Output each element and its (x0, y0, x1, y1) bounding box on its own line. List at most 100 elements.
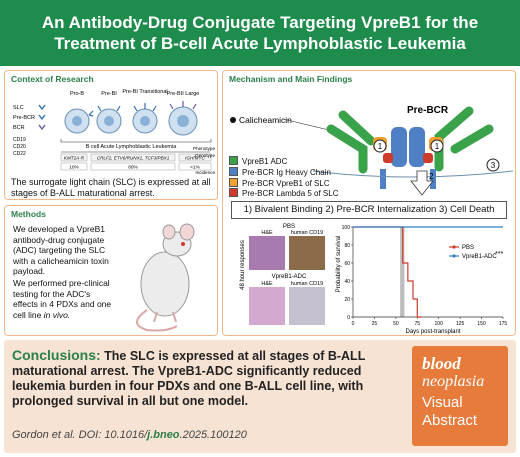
bcell-stages-diagram: Pro-B Pre-BI Pre-BI Transitional Pre-BII… (13, 89, 215, 175)
x-tick-label: 125 (456, 321, 465, 327)
receptor-glyphs (38, 104, 46, 131)
x-tick-label: 0 (352, 321, 355, 327)
mechanism-title: Mechanism and Main Findings (229, 74, 353, 84)
mechanism-panel: Mechanism and Main Findings Calicheamici… (222, 70, 516, 336)
marker-label: CD20 (13, 144, 26, 150)
legend-label: PBS (462, 245, 474, 251)
conclusions-lead: Conclusions: (12, 347, 101, 363)
histology-he-label: H&E (261, 281, 273, 287)
x-tick-label: 75 (415, 321, 421, 327)
methods-panel: Methods We developed a VpreB1 antibody-d… (4, 205, 218, 336)
methods-title: Methods (11, 209, 46, 219)
methods-text-2b: in vivo. (43, 309, 71, 320)
mouse-illustration (136, 223, 195, 332)
incidence-value: 80% (128, 165, 138, 171)
steps-box: 1) Bivalent Binding 2) Pre-BCR Internali… (231, 201, 507, 219)
context-summary: The surrogate light chain (SLC) is expre… (11, 177, 211, 198)
genotype-label: CRLF2, ETV6/RUNX1, TCF3/PBX1 (97, 156, 170, 161)
calicheamicin-dot (230, 117, 236, 123)
conclusions-panel: Conclusions: The SLC is expressed at all… (4, 340, 516, 453)
y-tick-label: 100 (342, 225, 351, 231)
y-tick-label: 0 (347, 315, 350, 321)
treatment-window (400, 227, 405, 317)
legend-marker (452, 254, 456, 258)
conclusions-body: The SLC is expressed at all stages of B-… (12, 349, 366, 408)
legend-label: Pre-BCR Lambda 5 of SLC (242, 189, 339, 198)
x-tick-label: 50 (393, 321, 399, 327)
mechanism-diagram: Calicheamicin Pre-BCR 1 1 2 3 (230, 105, 514, 196)
stage-label: Pre-BII Large (167, 91, 200, 97)
conclusions-text: Conclusions: The SLC is expressed at all… (12, 348, 407, 409)
histology-cd19-label: human CD19 (291, 230, 323, 236)
survival-chart: 0 25 50 75 100 125 150 175 0 20 40 60 80 100 Probabil… (336, 225, 508, 335)
histology-cd19-label: human CD19 (291, 281, 323, 287)
badge-line2: neoplasia (422, 373, 485, 390)
row-label: Genotype (195, 153, 215, 158)
x-tick-label: 150 (477, 321, 486, 327)
x-tick-label: 100 (435, 321, 444, 327)
stage-label: Pre-BI (101, 91, 117, 97)
page-title-line1: An Antibody-Drug Conjugate Targeting Vpr… (41, 13, 479, 32)
x-tick-label: 175 (499, 321, 508, 327)
histology-image (289, 236, 325, 270)
y-tick-label: 40 (344, 279, 350, 285)
calicheamicin-label: Calicheamicin (239, 115, 292, 125)
legend-label: Pre-BCR Ig Heavy Chain (242, 168, 331, 177)
cell-pre-bii-large (168, 101, 198, 136)
histology-image (249, 287, 285, 325)
step-number: 1 (378, 142, 383, 151)
legend-label: VpreB1-ADC (462, 254, 497, 260)
y-tick-label: 80 (344, 243, 350, 249)
histology-panel: 48 hour responses PBS H&E human CD19 Vpr… (240, 224, 325, 325)
stage-label: Pre-BI Transitional (122, 89, 167, 95)
prebcr-label: Pre-BCR (407, 105, 449, 116)
genotype-label: IGH/MYC (185, 156, 205, 161)
incidence-value: 10% (69, 165, 79, 171)
histology-adc-label: VpreB1-ADC (272, 274, 307, 280)
badge-line4: Abstract (422, 412, 478, 429)
step-number: 3 (491, 161, 496, 170)
y-axis-label: Probability of survival (336, 236, 342, 293)
marker-label: SLC (13, 105, 24, 111)
cell-pre-bi (96, 105, 122, 134)
legend-item: VpreB1 ADC (229, 156, 287, 166)
citation-a: Gordon et al. DOI: 10.1016/ (12, 429, 148, 441)
step-number: 1 (435, 142, 440, 151)
stage-label: Pro-B (70, 91, 84, 97)
marker-label: CD19 (13, 137, 26, 143)
marker-label: CD22 (13, 151, 26, 157)
adc-antibody (312, 106, 514, 189)
citation-c: .2025.100120 (179, 429, 247, 441)
histology-image (249, 236, 285, 270)
context-panel: Context of Research Pro-B Pre-BI Pre-BI … (4, 70, 218, 200)
histology-he-label: H&E (261, 230, 273, 236)
y-tick-label: 60 (344, 261, 350, 267)
legend-marker (452, 245, 456, 249)
step-number: 2 (429, 172, 434, 181)
cell-pro-b (64, 108, 94, 134)
legend-label: VpreB1 ADC (242, 157, 288, 166)
leukemia-label: B cell Acute Lymphoblastic Leukemia (86, 144, 178, 150)
genotype-label: KMT2A-R (64, 156, 85, 161)
incidence-value: <1% (190, 165, 200, 171)
histology-pbs-label: PBS (283, 224, 295, 230)
legend-label: Pre-BCR VpreB1 of SLC (242, 179, 330, 188)
page-title-line2: Treatment of B-cell Acute Lymphoblastic … (54, 34, 466, 53)
methods-text-1: We developed a VpreB1 antibody-drug conj… (13, 224, 109, 276)
marker-label: BCR (13, 125, 25, 131)
significance-label: *** (495, 251, 503, 258)
histology-side-label: 48 hour responses (240, 240, 246, 290)
x-axis-label: Days post-transplant (405, 329, 460, 335)
methods-text-2a: We performed pre-clinical testing for th… (13, 278, 112, 320)
y-tick-label: 20 (344, 297, 350, 303)
row-label: Incidence (195, 170, 215, 175)
series-line-pbs (353, 226, 422, 318)
context-title: Context of Research (11, 74, 94, 84)
badge-line1: blood (422, 354, 461, 373)
title-banner: An Antibody-Drug Conjugate Targeting Vpr… (0, 0, 520, 66)
citation: Gordon et al. DOI: 10.1016/j.bneo.2025.1… (12, 429, 247, 441)
badge-line3: Visual (422, 394, 463, 411)
x-tick-label: 25 (372, 321, 378, 327)
journal-badge: blood neoplasia Visual Abstract (412, 346, 508, 446)
histology-image (289, 287, 325, 325)
